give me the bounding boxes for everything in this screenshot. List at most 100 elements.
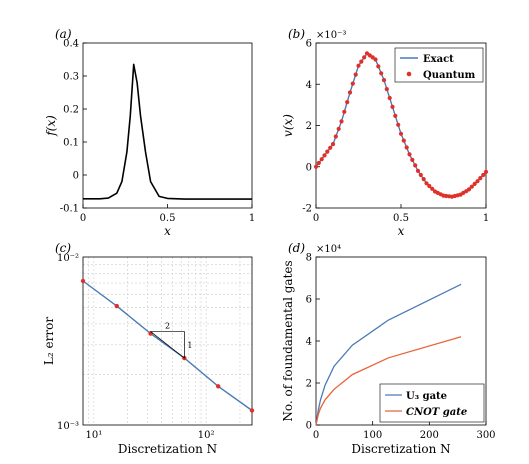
- legend: Exact Quantum: [394, 47, 484, 83]
- quantum-point: [404, 145, 409, 150]
- legend-quantum-label: Quantum: [423, 70, 476, 81]
- quantum-point: [319, 157, 324, 162]
- quantum-point: [469, 184, 474, 189]
- quantum-point: [381, 78, 387, 83]
- x-tick-label: 100: [363, 430, 382, 441]
- y-tick-label: 6: [306, 39, 312, 50]
- series-line: [83, 63, 252, 200]
- quantum-point: [481, 172, 486, 178]
- x-axis-label: x: [398, 224, 405, 238]
- quantum-point: [347, 90, 353, 95]
- quantum-point: [339, 119, 344, 124]
- quantum-point: [478, 176, 483, 181]
- quantum-point: [472, 181, 477, 186]
- quantum-point: [401, 138, 406, 143]
- y-tick-label: 8: [306, 253, 312, 264]
- quantum-point: [356, 63, 361, 68]
- x-tick-label: 0: [313, 430, 319, 441]
- quantum-point: [362, 55, 367, 60]
- y-axis-label: f(x): [44, 115, 58, 137]
- quantum-point: [322, 153, 327, 158]
- y-tick-label: 4: [306, 80, 312, 91]
- error-point: [216, 384, 221, 389]
- quantum-point: [325, 149, 330, 154]
- x-tick-label: 200: [420, 430, 439, 441]
- panel-a: -0.100.10.20.30.40 0.5 1(a)xf(x): [44, 27, 255, 238]
- y-tick-label: 0: [306, 421, 312, 432]
- series-cnot-line: [315, 336, 462, 426]
- slope-run-label: 2: [165, 322, 170, 331]
- y-tick-label: 6: [306, 295, 312, 306]
- y-tick-label: 0.2: [63, 105, 79, 116]
- y-tick-label: 2: [306, 379, 312, 390]
- x-tick-label: 300: [476, 430, 495, 441]
- x-tick-label: 1: [483, 213, 489, 224]
- quantum-point: [350, 81, 355, 86]
- x-tick-label: 10¹: [86, 430, 103, 441]
- panel-label: (c): [55, 241, 71, 255]
- error-point: [148, 331, 153, 336]
- x-axis-label: x: [164, 224, 171, 238]
- panel-d: 0 2 4 6 8 0 100 200 300 ×10⁴ U₃ gate CNOT gate (d) Di…: [281, 241, 496, 456]
- quantum-point: [353, 72, 358, 77]
- y-axis-label: No. of foundamental gates: [281, 260, 295, 421]
- quantum-point: [328, 145, 333, 150]
- quantum-point: [421, 177, 426, 182]
- quantum-point: [424, 181, 429, 186]
- y-tick-label: -0.1: [60, 204, 79, 215]
- error-point: [80, 278, 86, 284]
- x-tick-label: 0: [313, 213, 319, 224]
- legend-u3-label: U₃ gate: [406, 391, 447, 402]
- x-tick-label: 0.5: [160, 213, 176, 224]
- quantum-point: [373, 57, 378, 62]
- quantum-point: [342, 109, 347, 114]
- y-tick-label: -2: [302, 204, 312, 215]
- y-tick-label: 10⁻²: [57, 253, 79, 264]
- quantum-point: [396, 122, 401, 127]
- error-line: [82, 280, 253, 412]
- quantum-point: [418, 172, 423, 178]
- quantum-point: [313, 164, 319, 169]
- quantum-point: [430, 186, 435, 191]
- y-tick-label: 2: [306, 121, 312, 132]
- quantum-point: [345, 100, 350, 105]
- y-tick-label: 10⁻³: [57, 421, 79, 432]
- quantum-point: [398, 131, 404, 136]
- y-tick-label: 0.4: [63, 39, 79, 50]
- quantum-point: [407, 152, 412, 157]
- panel-label: (a): [55, 27, 72, 41]
- quantum-point: [330, 142, 336, 147]
- x-tick-label: 0.5: [393, 213, 409, 224]
- quantum-point: [393, 113, 398, 118]
- quantum-point: [387, 95, 392, 101]
- y-tick-label: 4: [306, 337, 312, 348]
- y-tick-label: 0.3: [63, 72, 79, 83]
- legend-quantum-swatch: [406, 71, 412, 77]
- x-tick-label: 1: [249, 213, 255, 224]
- x-axis-label: Discretization N: [118, 442, 217, 456]
- quantum-point: [379, 71, 384, 76]
- quantum-point: [410, 157, 415, 162]
- series-u3-line: [315, 283, 462, 426]
- panel-label: (b): [288, 27, 305, 41]
- legend-box: [394, 47, 484, 83]
- quantum-point: [413, 163, 418, 168]
- y-tick-label: 0: [306, 162, 312, 173]
- quantum-point: [336, 126, 341, 131]
- quantum-point: [333, 134, 338, 139]
- quantum-point: [483, 169, 489, 174]
- legend-exact-label: Exact: [423, 54, 454, 65]
- quantum-point: [466, 187, 472, 192]
- legend: U₃ gate CNOT gate: [379, 383, 485, 423]
- quantum-point: [475, 179, 480, 184]
- slope-rise-label: 1: [187, 341, 192, 350]
- x-axis-label: Discretization N: [351, 442, 450, 456]
- y-axis-label: L₂ error: [42, 317, 56, 365]
- legend-box: [379, 383, 485, 423]
- panel-label: (d): [288, 241, 305, 255]
- x-tick-label: 10²: [198, 430, 215, 441]
- error-point: [114, 303, 120, 309]
- x-tick-label: 0: [80, 213, 86, 224]
